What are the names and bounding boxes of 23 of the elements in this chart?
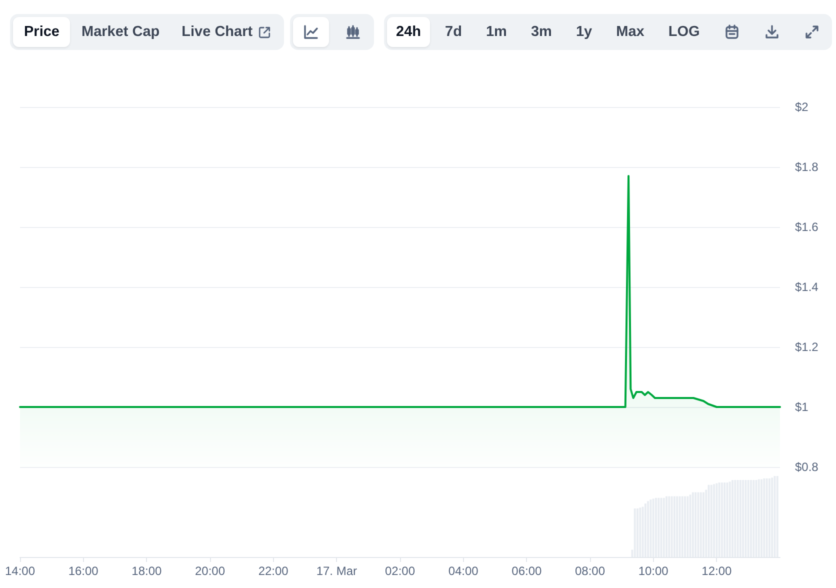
x-tick-label: 17. Mar (316, 564, 358, 578)
y-tick-label: $1.2 (795, 340, 819, 354)
tab-button: 24h (387, 17, 430, 47)
y-tick-label: $1.6 (795, 220, 819, 234)
x-tick-label: 20:00 (194, 564, 226, 578)
button-group: 24h 7d 1m 3m 1y Max LOG (384, 14, 832, 50)
x-tick-label: 02:00 (384, 564, 416, 578)
x-tick-label: 18:00 (132, 564, 162, 578)
y-tick-label: $1.8 (795, 160, 819, 174)
x-tick-label: 08:00 (574, 564, 606, 578)
x-tick-label: 10:00 (638, 564, 669, 578)
x-tick-label: 16:00 (68, 564, 99, 578)
y-tick-label: $1.4 (795, 280, 819, 294)
x-tick-label: 14:00 (4, 564, 36, 578)
x-tick-label: 06:00 (512, 564, 542, 578)
x-tick-label: 22:00 (258, 564, 289, 578)
x-tick-label: 04:00 (448, 564, 479, 578)
button-group: Price Market Cap Live Chart (10, 14, 284, 50)
tab-button: Price (13, 17, 70, 47)
y-tick-label: $0.8 (795, 460, 819, 474)
x-tick-label: 12:00 (702, 564, 732, 578)
y-tick-label: $2 (795, 100, 809, 114)
y-tick-label: $1 (795, 400, 809, 414)
